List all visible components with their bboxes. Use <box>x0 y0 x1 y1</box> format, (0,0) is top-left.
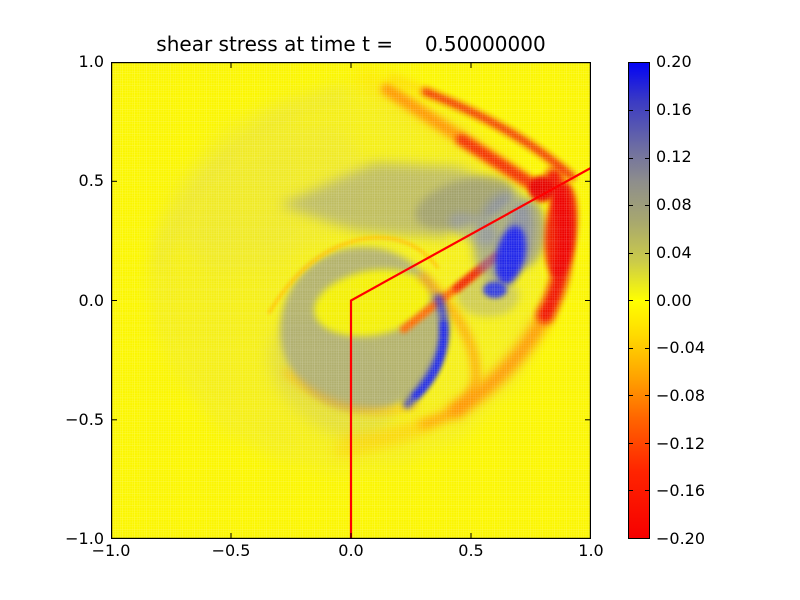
colorbar-tick <box>629 490 633 492</box>
interface-overlay-line <box>349 166 591 539</box>
colorbar-tick-label: 0.08 <box>656 195 692 215</box>
colorbar-tick-label: 0.12 <box>656 147 692 167</box>
colorbar-gradient <box>629 63 649 538</box>
colorbar-tick <box>645 157 649 159</box>
colorbar-tick-label: −0.16 <box>656 481 706 501</box>
x-tick-label: 1.0 <box>578 541 604 560</box>
plot-area <box>111 62 591 539</box>
colorbar <box>628 62 650 539</box>
colorbar-tick-label: 0.04 <box>656 242 692 262</box>
y-tick-label: −1.0 <box>65 529 104 548</box>
colorbar-tick <box>645 395 649 397</box>
colorbar-tick <box>629 347 633 349</box>
colorbar-tick <box>645 205 649 207</box>
colorbar-tick <box>645 490 649 492</box>
colorbar-tick-label: −0.08 <box>656 385 706 405</box>
heatmap-svg <box>111 62 591 539</box>
colorbar-tick <box>629 110 633 112</box>
colorbar-tick <box>629 157 633 159</box>
colorbar-tick-label: −0.12 <box>656 433 706 453</box>
colorbar-tick-label: −0.20 <box>656 529 706 548</box>
y-tick-label: 0.5 <box>78 171 104 191</box>
y-tick-label: −0.5 <box>65 409 104 429</box>
colorbar-tick <box>645 347 649 349</box>
colorbar-tick-label: 0.00 <box>656 290 692 310</box>
colorbar-tick <box>629 442 633 444</box>
y-tick-label: 1.0 <box>78 52 104 71</box>
x-tick-label: −1.0 <box>91 541 131 560</box>
colorbar-tick <box>629 300 633 302</box>
y-tick-label: 0.0 <box>78 290 104 310</box>
x-tick-label: 0.5 <box>458 541 484 560</box>
heatmap-features <box>111 62 591 539</box>
colorbar-tick-label: 0.16 <box>656 99 692 119</box>
colorbar-tick <box>645 252 649 254</box>
colorbar-tick-label: 0.20 <box>656 52 692 71</box>
colorbar-tick <box>645 300 649 302</box>
colorbar-tick <box>629 395 633 397</box>
x-tick-label: 0.0 <box>338 541 364 560</box>
x-tick-label: −0.5 <box>211 541 251 560</box>
colorbar-tick-label: −0.04 <box>656 338 706 358</box>
axes-frame <box>111 62 591 539</box>
plot-title: shear stress at time t = 0.50000000 <box>156 32 546 56</box>
colorbar-tick <box>645 110 649 112</box>
colorbar-tick <box>629 205 633 207</box>
colorbar-tick <box>645 442 649 444</box>
colorbar-tick <box>629 252 633 254</box>
